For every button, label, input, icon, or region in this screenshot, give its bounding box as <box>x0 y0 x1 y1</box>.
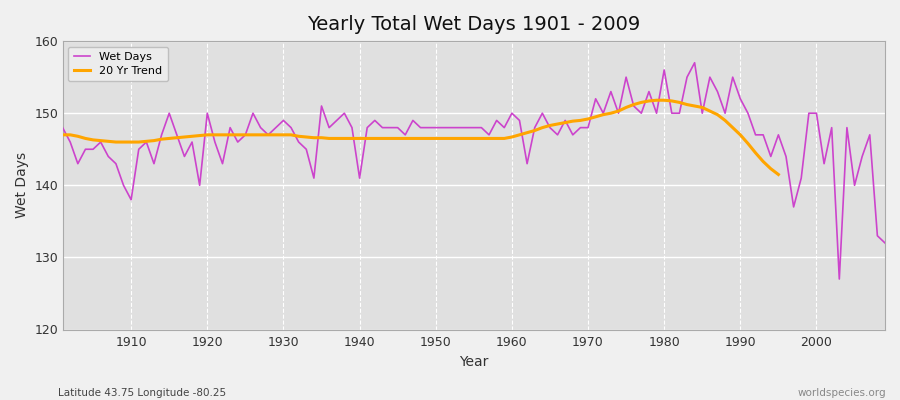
20 Yr Trend <box>582 116 593 121</box>
Legend: Wet Days, 20 Yr Trend: Wet Days, 20 Yr Trend <box>68 47 168 81</box>
20 Yr Trend <box>186 134 197 139</box>
Wet Days <box>834 277 845 282</box>
X-axis label: Year: Year <box>459 355 489 369</box>
Text: worldspecies.org: worldspecies.org <box>798 388 886 398</box>
Wet Days <box>58 125 68 130</box>
Wet Days <box>507 111 517 116</box>
Y-axis label: Wet Days: Wet Days <box>15 152 29 218</box>
Wet Days <box>879 240 890 245</box>
Wet Days <box>285 125 296 130</box>
20 Yr Trend <box>560 120 571 125</box>
20 Yr Trend <box>773 172 784 177</box>
Wet Days <box>118 183 129 188</box>
20 Yr Trend <box>58 132 68 137</box>
Wet Days <box>499 125 509 130</box>
20 Yr Trend <box>544 123 555 128</box>
Line: Wet Days: Wet Days <box>63 63 885 279</box>
Title: Yearly Total Wet Days 1901 - 2009: Yearly Total Wet Days 1901 - 2009 <box>307 15 641 34</box>
Wet Days <box>689 60 700 65</box>
Wet Days <box>598 111 608 116</box>
20 Yr Trend <box>87 138 98 142</box>
Line: 20 Yr Trend: 20 Yr Trend <box>63 100 778 174</box>
20 Yr Trend <box>652 98 662 103</box>
20 Yr Trend <box>590 114 601 119</box>
Text: Latitude 43.75 Longitude -80.25: Latitude 43.75 Longitude -80.25 <box>58 388 227 398</box>
Wet Days <box>331 118 342 123</box>
